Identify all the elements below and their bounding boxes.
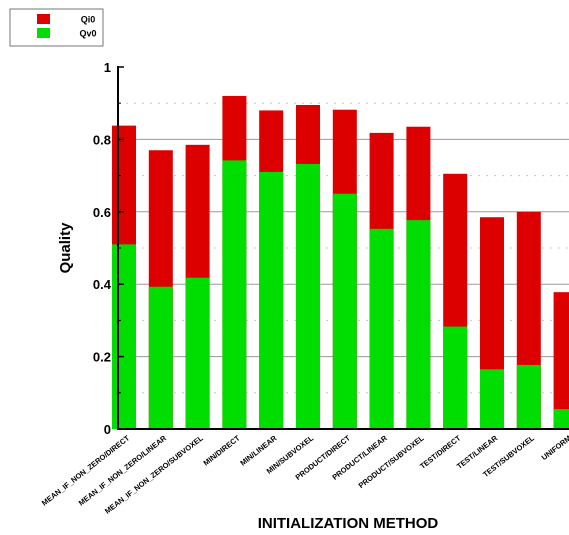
y-tick-label: 0.4 [93,277,112,292]
y-tick-label: 1 [104,60,111,75]
legend-swatch-qv0 [37,28,50,38]
x-tick-label: MIN/DIRECT [202,433,242,467]
bar-qv0 [185,277,210,429]
y-tick-label: 0.8 [93,132,111,147]
y-tick-label: 0.2 [93,350,111,365]
x-tick-labels: MEAN_IF_NON_ZERO/DIRECTMEAN_IF_NON_ZERO/… [40,433,569,516]
bars [112,95,569,430]
bar-qv0 [332,193,357,429]
x-tick-label: PRODUCT/SUBVOXEL [357,433,426,490]
bar-qv0 [222,160,247,429]
y-tick-label: 0 [104,422,111,437]
y-ticks: 0 0.2 0.4 0.6 0.8 1 [93,60,124,437]
bar-qv0 [553,409,569,429]
bar-qv0 [148,286,173,429]
bar-qi0 [553,292,569,429]
legend-swatch-qi0 [37,14,50,24]
bar-qv0 [369,228,394,429]
legend-label-qi0: Qi0 [81,15,96,25]
bar-qv0 [296,164,320,430]
bar-qv0 [112,244,136,429]
bar-qv0 [259,171,284,430]
bar-qv0 [406,220,431,429]
legend-label-qv0: Qv0 [79,29,96,39]
x-axis-title: INITIALIZATION METHOD [258,515,439,532]
bar-qv0 [443,326,468,429]
y-tick-label: 0.6 [93,205,111,220]
y-axis-title: Quality [57,222,74,274]
x-tick-label: UNIFORM [540,433,569,462]
bar-qv0 [480,369,504,429]
bar-qv0 [516,364,541,429]
legend-box [9,8,104,47]
